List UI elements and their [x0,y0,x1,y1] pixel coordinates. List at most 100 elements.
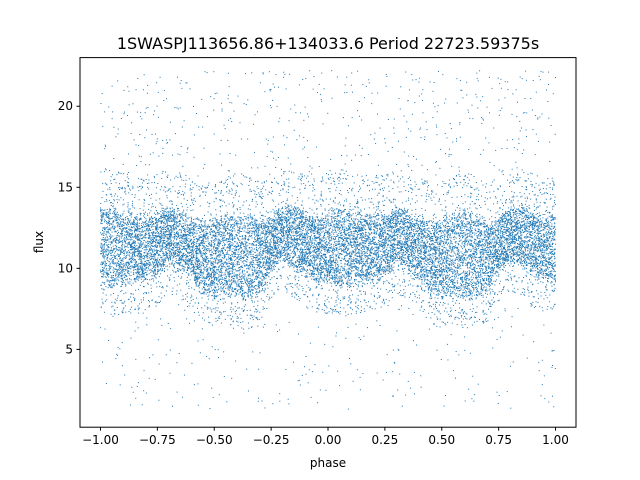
data-point [482,279,484,281]
data-point [238,262,240,264]
data-point [311,225,313,227]
data-point [249,216,251,218]
data-point [196,218,198,220]
data-point [224,225,226,227]
data-point [193,246,195,248]
data-point [547,239,549,241]
data-point [419,250,421,252]
data-point [467,223,469,225]
data-point [230,226,232,228]
data-point [363,282,365,284]
data-point [417,266,419,267]
data-point [456,286,457,288]
data-point [277,218,279,220]
data-point [378,234,380,236]
data-point [468,230,470,232]
data-point [384,227,386,229]
data-point [142,269,144,271]
data-point [123,281,125,283]
data-point [292,214,294,216]
data-point [407,222,409,224]
data-point [380,232,381,234]
data-point [488,250,490,252]
data-point [501,231,503,233]
data-point [434,222,436,224]
data-point [289,229,291,231]
data-point [358,229,360,231]
data-point [224,262,226,264]
data-point [288,232,290,234]
data-point [137,272,139,274]
data-point [386,260,388,262]
data-point [249,247,251,249]
data-point [340,284,342,286]
data-point [312,218,314,220]
data-point [384,250,386,252]
data-point [349,269,351,271]
data-point [546,237,548,239]
data-point [275,217,277,219]
data-point [500,244,502,246]
data-point [437,278,439,280]
data-point [202,250,204,252]
data-point [183,248,185,250]
data-point [500,254,502,256]
data-point [157,228,159,230]
data-point [238,279,240,281]
data-point [156,211,158,213]
data-point [486,236,488,238]
data-point [360,228,362,230]
data-point [321,237,323,239]
data-point [504,249,506,251]
data-point [343,220,345,222]
data-point [423,235,425,237]
data-point [456,232,458,234]
data-point [223,241,225,243]
data-point [340,266,342,268]
data-point [378,217,380,219]
data-point [171,207,173,209]
data-point [376,269,378,271]
data-point [482,243,484,245]
data-point [374,275,376,277]
data-point [361,238,363,240]
data-point [260,266,262,268]
data-point [249,278,251,280]
data-point [105,231,107,233]
data-point [175,228,177,230]
data-point [496,240,498,242]
data-point [206,274,208,276]
data-point [218,271,220,273]
data-point [397,243,399,245]
data-point [447,253,449,255]
data-point [383,250,385,252]
data-point [226,280,228,282]
data-point [365,223,367,225]
data-point [498,255,500,257]
data-point [435,247,437,248]
data-point [138,263,140,265]
data-point [339,227,341,229]
data-point [372,259,374,261]
data-point [338,213,340,215]
data-point [463,292,465,294]
data-point [229,234,231,236]
data-point [528,233,530,235]
data-point [280,230,282,232]
data-point [336,235,338,237]
data-point [257,238,259,240]
data-point [375,274,377,276]
data-point [529,216,531,218]
data-point [483,277,485,279]
data-point [360,230,362,232]
data-point [204,277,206,279]
data-point [517,212,519,214]
data-point [381,255,383,257]
data-point [438,270,440,272]
data-point [424,263,426,264]
data-point [336,225,338,227]
data-point [475,232,477,234]
data-point [434,258,436,260]
data-point [402,223,404,225]
data-point [375,216,377,218]
